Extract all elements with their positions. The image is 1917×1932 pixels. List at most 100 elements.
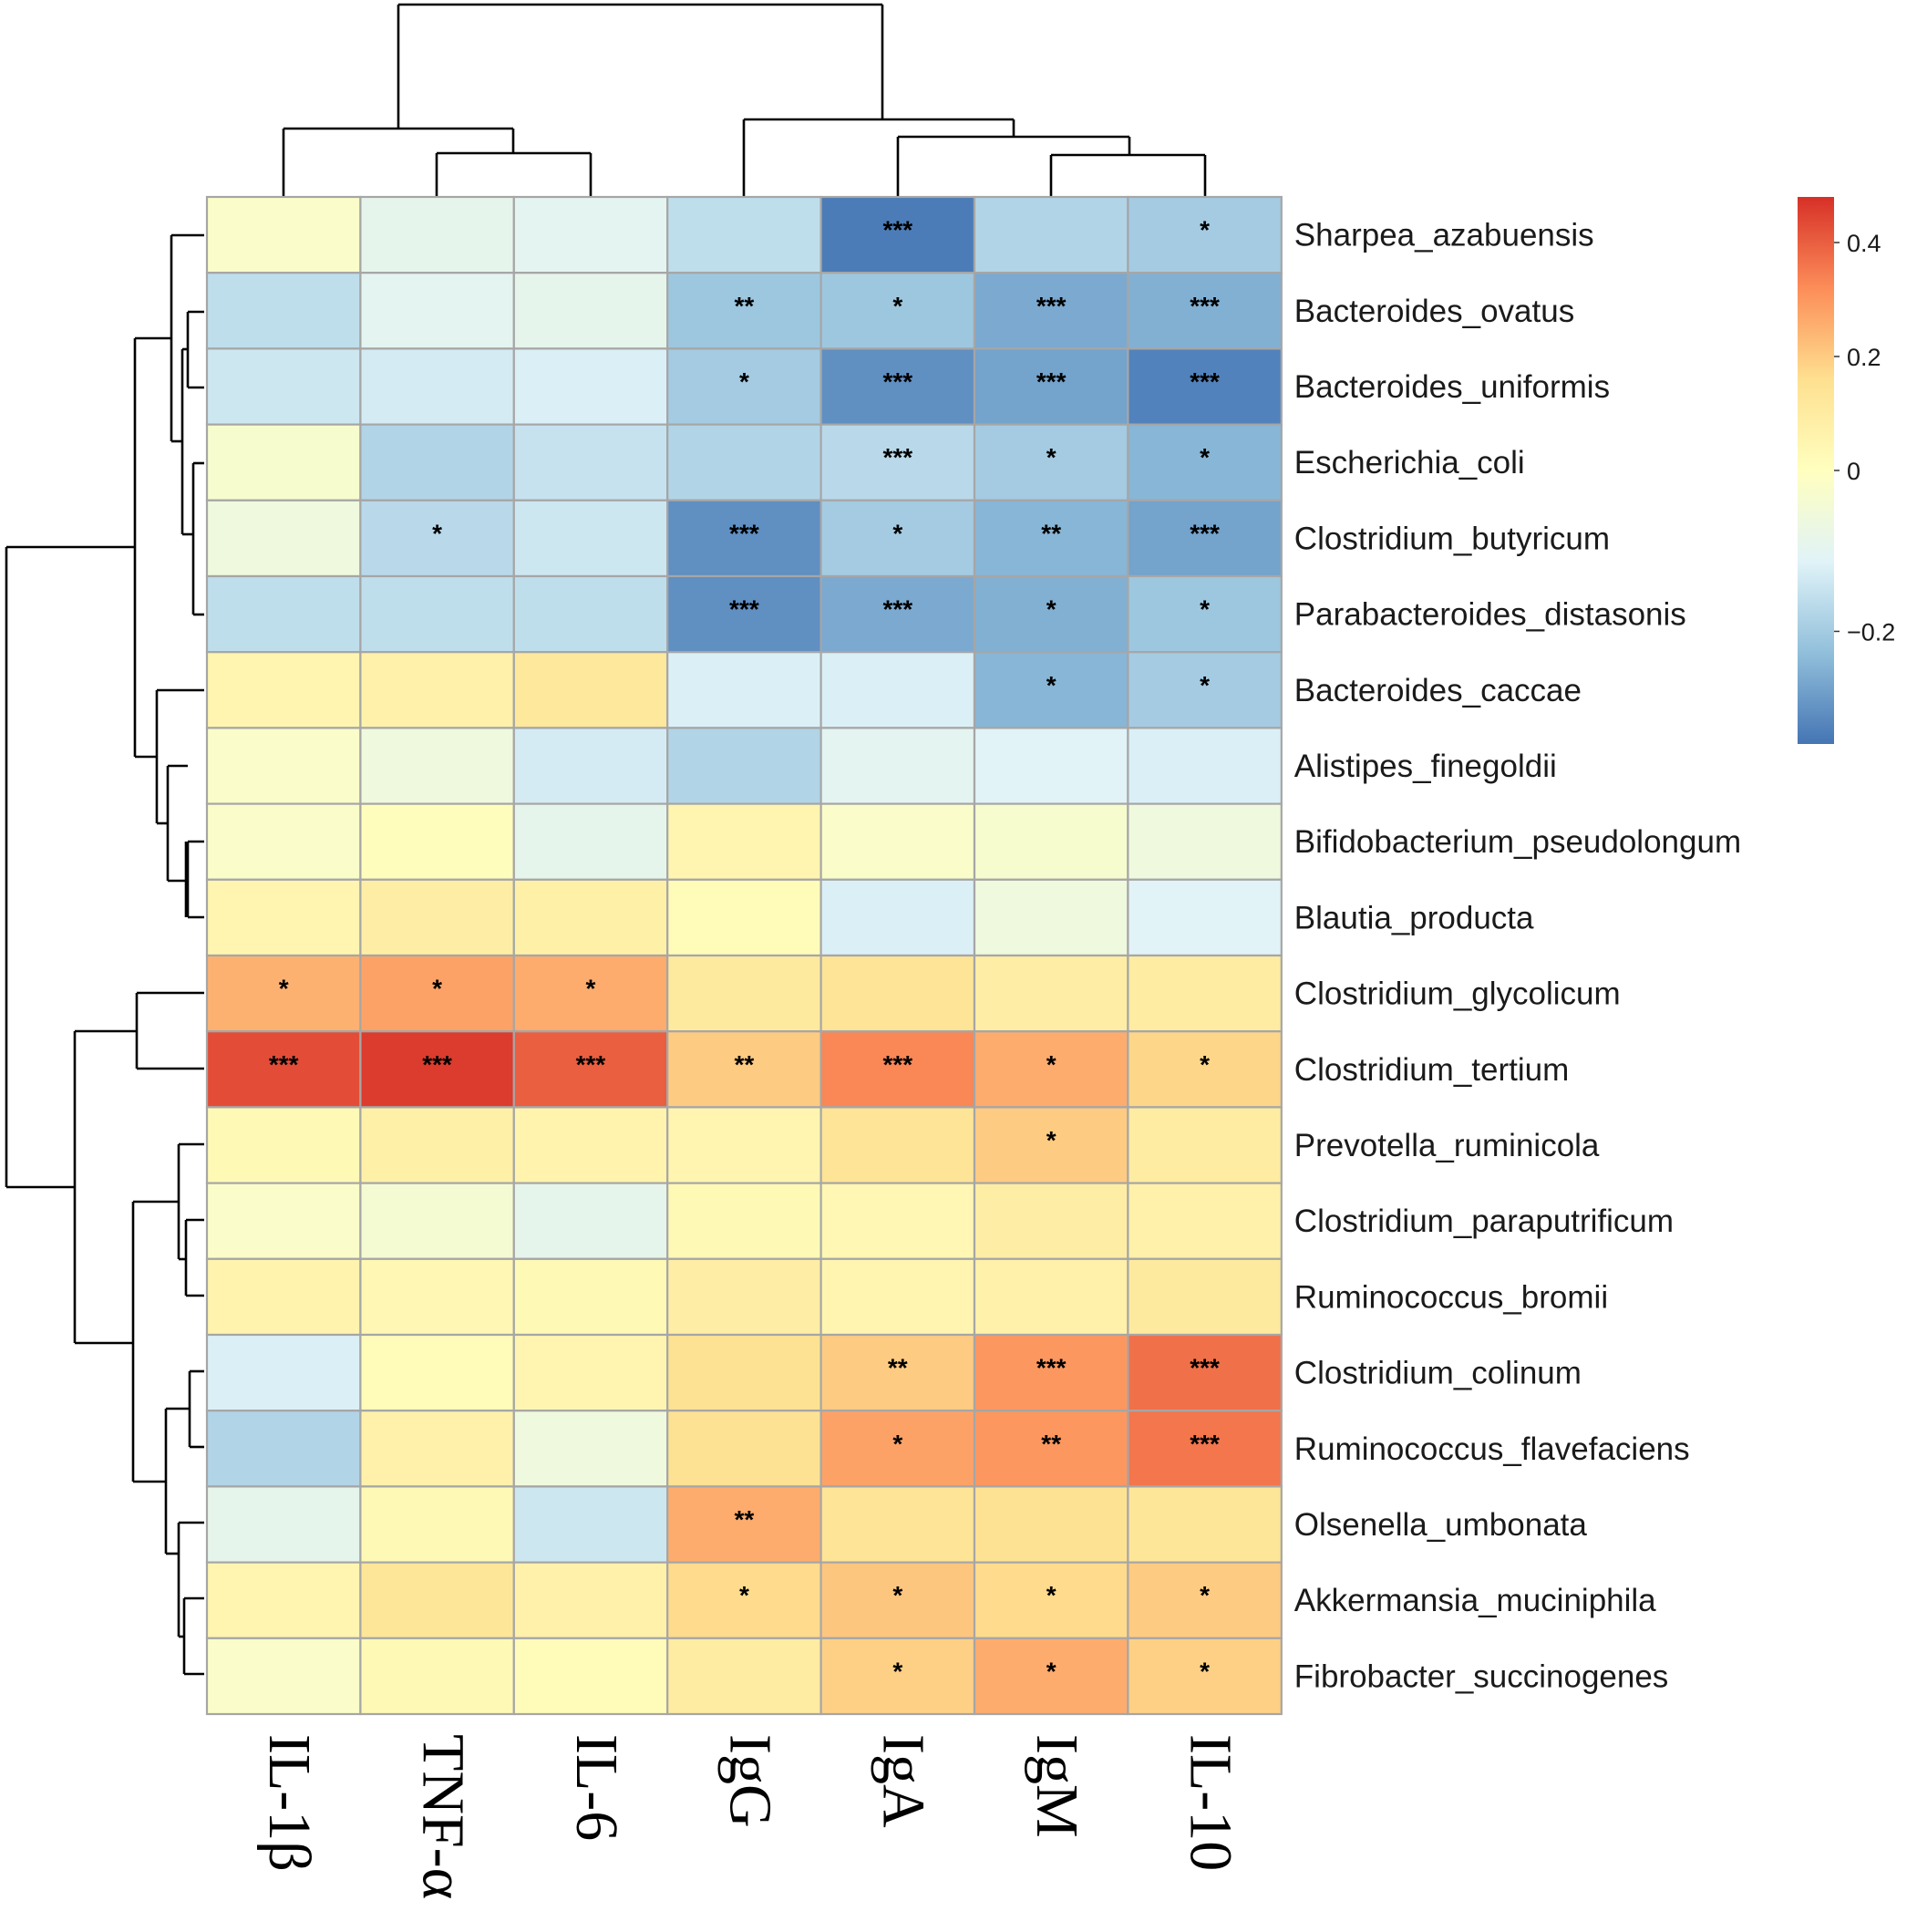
heatmap-cell xyxy=(359,574,515,654)
heatmap-cell xyxy=(1127,651,1283,729)
heatmap-cell xyxy=(973,651,1129,729)
heatmap-cell xyxy=(512,1485,669,1564)
legend-colorbar xyxy=(1798,197,1834,744)
heatmap-cell xyxy=(666,1333,822,1412)
heatmap-cell xyxy=(819,1485,976,1564)
row-label: Clostridium_colinum xyxy=(1294,1356,1582,1391)
significance-mark: * xyxy=(739,1581,749,1609)
heatmap-cell xyxy=(666,195,822,274)
significance-mark: ** xyxy=(1041,519,1061,547)
heatmap-cell xyxy=(205,802,362,881)
heatmap-cell xyxy=(819,1030,976,1109)
row-label: Bifidobacterium_pseudolongum xyxy=(1294,824,1741,860)
significance-mark: *** xyxy=(1190,292,1220,320)
significance-mark: ** xyxy=(735,292,755,320)
color-legend: 0.4 0.2 0 −0.2 xyxy=(1798,197,1895,744)
significance-mark: * xyxy=(1200,1050,1210,1079)
significance-mark: *** xyxy=(882,595,912,624)
significance-mark: * xyxy=(892,1581,902,1609)
heatmap-cell xyxy=(512,423,669,501)
heatmap-cell xyxy=(359,272,515,350)
heatmap-cell xyxy=(512,727,669,805)
heatmap-cell xyxy=(819,1637,976,1716)
heatmap-cell xyxy=(819,1106,976,1184)
significance-mark: *** xyxy=(576,1050,606,1079)
heatmap-cell xyxy=(512,499,669,578)
heatmap-cells xyxy=(205,195,1283,1716)
heatmap-cell xyxy=(512,1106,669,1184)
heatmap-cell xyxy=(205,195,362,274)
significance-mark: *** xyxy=(882,367,912,396)
heatmap-cell xyxy=(1127,1485,1283,1564)
heatmap-cell xyxy=(205,651,362,729)
heatmap-cell xyxy=(359,1257,515,1337)
row-label: Blautia_producta xyxy=(1294,900,1534,935)
significance-mark: ** xyxy=(1041,1430,1061,1458)
heatmap-cell xyxy=(359,1485,515,1564)
heatmap-cell xyxy=(1127,1106,1283,1184)
heatmap-cell xyxy=(666,727,822,805)
heatmap-cell xyxy=(819,727,976,805)
heatmap-cell xyxy=(666,1182,822,1260)
heatmap-cell xyxy=(666,878,822,957)
significance-mark: * xyxy=(432,975,442,1003)
row-label: Prevotella_ruminicola xyxy=(1294,1128,1600,1163)
row-label: Clostridium_glycolicum xyxy=(1294,976,1621,1012)
heatmap-cell xyxy=(819,651,976,729)
heatmap-cell xyxy=(1127,727,1283,805)
heatmap-cell xyxy=(205,1182,362,1260)
significance-mark: *** xyxy=(1190,1430,1220,1458)
row-labels: Sharpea_azabuensis Bacteroides_ovatus Bact… xyxy=(1294,218,1741,1695)
heatmap-cell xyxy=(1127,347,1283,426)
heatmap-cell xyxy=(973,272,1129,350)
heatmap-cell xyxy=(973,1182,1129,1260)
heatmap-cell xyxy=(205,1257,362,1337)
heatmap-cell xyxy=(205,423,362,501)
column-label: TNF-α xyxy=(409,1734,476,1899)
heatmap-cell xyxy=(512,1410,669,1488)
heatmap-cell xyxy=(819,954,976,1033)
heatmap-cell xyxy=(1127,878,1283,957)
significance-mark: * xyxy=(1046,671,1056,699)
heatmap-cell xyxy=(819,802,976,881)
heatmap-cell xyxy=(512,1257,669,1337)
significance-mark: * xyxy=(1200,1657,1210,1685)
heatmap-cell xyxy=(973,727,1129,805)
heatmap-cell xyxy=(359,195,515,274)
column-dendrogram xyxy=(282,3,1207,197)
heatmap-cell xyxy=(512,1030,669,1109)
heatmap-cell xyxy=(359,1106,515,1184)
significance-mark: * xyxy=(1046,1050,1056,1079)
row-label: Escherichia_coli xyxy=(1294,445,1525,480)
heatmap-cell xyxy=(205,1485,362,1564)
significance-mark: *** xyxy=(882,1050,912,1079)
heatmap-cell xyxy=(205,727,362,805)
significance-mark: * xyxy=(586,975,596,1003)
row-label: Bacteroides_caccae xyxy=(1294,673,1582,708)
significance-mark: *** xyxy=(882,216,912,244)
heatmap-cell xyxy=(666,1561,822,1639)
heatmap-cell xyxy=(205,347,362,426)
heatmap-cell xyxy=(973,499,1129,578)
heatmap-cell xyxy=(359,802,515,881)
legend-tick-label: −0.2 xyxy=(1847,618,1895,646)
heatmap-cell xyxy=(359,651,515,729)
heatmap-cell xyxy=(1127,195,1283,274)
heatmap-cell xyxy=(512,574,669,654)
heatmap-cell xyxy=(359,1030,515,1109)
column-label: IgG xyxy=(716,1734,783,1828)
significance-mark: * xyxy=(432,519,442,547)
heatmap-cell xyxy=(819,347,976,426)
significance-mark: * xyxy=(892,519,902,547)
heatmap-cell xyxy=(1127,802,1283,881)
heatmap-cell xyxy=(973,1637,1129,1716)
heatmap-cell xyxy=(205,1030,362,1109)
heatmap-cell xyxy=(205,1637,362,1716)
significance-mark: ** xyxy=(888,1354,908,1382)
heatmap-cell xyxy=(819,423,976,501)
legend-tick-label: 0.2 xyxy=(1847,344,1881,371)
significance-mark: *** xyxy=(882,443,912,471)
significance-mark: *** xyxy=(269,1050,299,1079)
heatmap-cell xyxy=(512,1182,669,1260)
column-label: IgM xyxy=(1024,1734,1090,1838)
